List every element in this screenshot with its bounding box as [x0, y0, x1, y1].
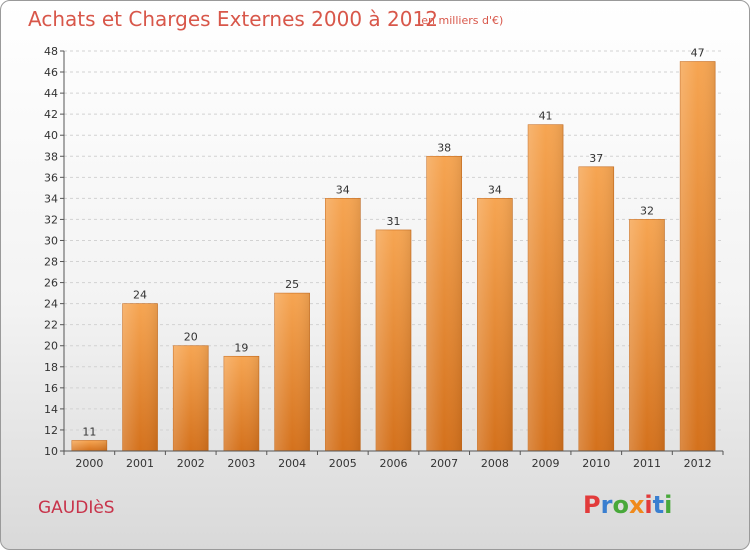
- data-label: 25: [285, 278, 299, 291]
- y-tick-label: 42: [44, 108, 58, 121]
- y-tick-label: 36: [44, 171, 58, 184]
- bar-shine: [173, 345, 209, 451]
- bar-shine: [223, 356, 259, 451]
- y-tick-label: 48: [44, 45, 58, 58]
- y-tick-label: 20: [44, 340, 58, 353]
- bar-shine: [680, 61, 716, 452]
- data-label: 38: [437, 141, 451, 154]
- y-tick-label: 16: [44, 382, 58, 395]
- y-tick-label: 22: [44, 319, 58, 332]
- bar-shine: [376, 229, 411, 451]
- bar-shine: [629, 219, 665, 451]
- data-label: 34: [488, 183, 502, 196]
- x-tick-label: 2007: [430, 457, 458, 470]
- y-tick-label: 40: [44, 129, 58, 142]
- y-tick-label: 24: [44, 298, 58, 311]
- data-label: 20: [184, 331, 198, 344]
- x-tick-label: 2011: [633, 457, 661, 470]
- x-tick-label: 2012: [684, 457, 712, 470]
- logo-letter: r: [600, 491, 613, 519]
- y-tick-label: 10: [44, 445, 58, 458]
- x-tick-label: 2000: [75, 457, 103, 470]
- logo-letter: i: [644, 491, 653, 519]
- x-axis-ticks: 2000 2001 2002 2003 2004 2005 2006 2007 2008 2009…: [63, 451, 724, 470]
- bar-shine: [71, 440, 107, 451]
- y-axis-ticks: 10 12 14 16 18 20 22 24 26 28 30 32 34 36 38 40 42 44 46 48: [44, 45, 64, 458]
- logo-letter: t: [652, 491, 665, 519]
- x-tick-label: 2005: [329, 457, 357, 470]
- y-tick-label: 14: [44, 403, 58, 416]
- data-label: 32: [640, 204, 654, 217]
- bars: [71, 61, 716, 452]
- data-label: 19: [234, 341, 248, 354]
- x-tick-label: 2003: [227, 457, 255, 470]
- x-tick-label: 2010: [582, 457, 610, 470]
- logo-letter: o: [612, 491, 629, 519]
- chart-title: Achats et Charges Externes 2000 à 2012: [28, 7, 438, 31]
- bar-shine: [528, 124, 564, 452]
- y-tick-label: 12: [44, 424, 58, 437]
- x-tick-label: 2004: [278, 457, 306, 470]
- proxiti-logo[interactable]: Proxiti: [583, 491, 672, 519]
- data-label: 11: [82, 425, 96, 438]
- data-label: 31: [387, 215, 401, 228]
- bar-shine: [274, 293, 310, 451]
- commune-name: GAUDIèS: [38, 498, 115, 518]
- logo-letter: x: [628, 491, 645, 519]
- y-tick-label: 30: [44, 234, 58, 247]
- data-labels: 11 24 20 19 25 34 31 38 34 41 37 32 47: [82, 47, 704, 439]
- x-tick-label: 2001: [126, 457, 154, 470]
- y-tick-label: 32: [44, 213, 58, 226]
- x-tick-label: 2002: [177, 457, 205, 470]
- bar-shine: [426, 156, 462, 451]
- x-tick-label: 2006: [380, 457, 408, 470]
- bar-shine: [325, 198, 361, 451]
- y-tick-label: 46: [44, 66, 58, 79]
- logo-letter: P: [583, 491, 601, 519]
- y-tick-label: 18: [44, 361, 58, 374]
- logo-letter: i: [664, 491, 673, 519]
- y-tick-label: 34: [44, 192, 58, 205]
- y-tick-label: 38: [44, 150, 58, 163]
- bar-shine: [578, 166, 614, 451]
- y-tick-label: 44: [44, 87, 58, 100]
- y-tick-label: 26: [44, 277, 58, 290]
- data-label: 41: [539, 110, 553, 123]
- x-tick-label: 2009: [532, 457, 560, 470]
- data-label: 37: [589, 152, 603, 165]
- x-tick-label: 2008: [481, 457, 509, 470]
- bar-shine: [477, 198, 513, 451]
- bar-shine: [122, 303, 158, 451]
- chart-subtitle: (en milliers d'€): [417, 14, 504, 27]
- y-tick-label: 28: [44, 256, 58, 269]
- data-label: 34: [336, 183, 350, 196]
- data-label: 24: [133, 289, 147, 302]
- data-label: 47: [691, 47, 705, 60]
